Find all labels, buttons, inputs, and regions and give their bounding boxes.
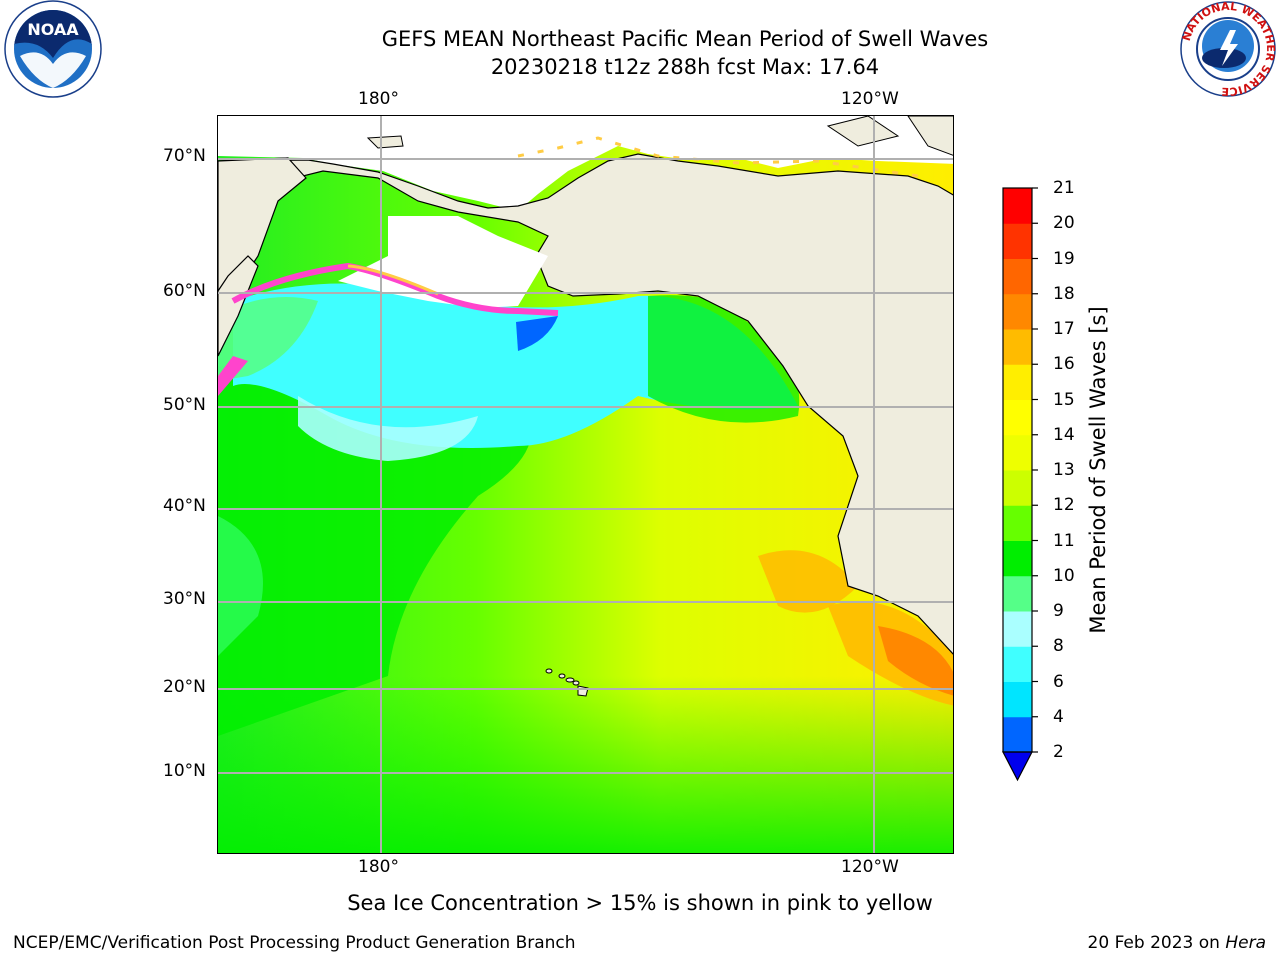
colorbar-segment <box>1003 716 1032 753</box>
colorbar-tick-label: 14 <box>1053 424 1075 445</box>
lat-label-60n: 60°N <box>163 281 206 301</box>
colorbar-tick-label: 21 <box>1053 178 1075 198</box>
map-plot <box>218 116 953 853</box>
noaa-logo: NOAA <box>4 0 102 98</box>
colorbar-under-arrow <box>1002 751 1033 782</box>
colorbar-tick-label: 19 <box>1053 248 1075 269</box>
ocean-south-band <box>218 676 953 853</box>
noaa-logo-text: NOAA <box>27 20 79 39</box>
top-lon-label-120w: 120°W <box>841 89 899 109</box>
sea-ice-kamchatka <box>218 356 248 396</box>
colorbar-tick-label: 18 <box>1053 283 1075 304</box>
lat-label-50n: 50°N <box>163 395 206 415</box>
land-arctic-island-1 <box>826 116 900 147</box>
colorbar-segment <box>1003 681 1032 718</box>
hawaii-islands <box>545 668 589 697</box>
colorbar-tick-label: 9 <box>1053 601 1064 621</box>
sea-ice-arctic-coast <box>517 136 919 178</box>
colorbar-tick-label: 4 <box>1053 706 1064 727</box>
land-north-america <box>218 153 953 655</box>
colorbar-segment <box>1003 223 1032 259</box>
credit-date-host: 20 Feb 2023 on Hera <box>1088 933 1266 953</box>
colorbar-tick-label: 20 <box>1053 213 1075 234</box>
swell-zone-green-west <box>218 366 532 736</box>
colorbar-segment <box>1003 505 1032 541</box>
lat-label-40n: 40°N <box>163 496 206 516</box>
graticule <box>218 116 953 853</box>
credit-host: Hera <box>1225 933 1266 953</box>
swell-zone-green-gulf <box>648 295 800 423</box>
land-arctic-island-2 <box>907 116 953 156</box>
colorbar-tick-label: 11 <box>1053 530 1075 551</box>
colorbar-label: Mean Period of Swell Waves [s] <box>1086 306 1110 634</box>
sea-ice-caption: Sea Ice Concentration > 15% is shown in … <box>347 891 933 915</box>
colorbar-tick-label: 6 <box>1053 671 1064 692</box>
colorbar-segment <box>1003 293 1032 330</box>
top-lon-label-180: 180° <box>358 89 399 109</box>
land-mask-bering <box>338 216 548 308</box>
bottom-lon-label-120w: 120°W <box>841 857 899 877</box>
colorbar-tick-label: 2 <box>1053 742 1064 762</box>
colorbar-segment <box>1003 258 1032 295</box>
nws-logo: NATIONAL WEATHER SERVICE <box>1180 0 1277 98</box>
colorbar-tick-label: 13 <box>1053 460 1075 480</box>
colorbar-segment <box>1003 329 1032 365</box>
colorbar-tick-label: 16 <box>1053 354 1075 375</box>
colorbar <box>1002 187 1038 782</box>
credit-on: on <box>1198 933 1220 953</box>
swell-zone-deep-orange <box>878 626 953 696</box>
bottom-lon-label-180: 180° <box>358 857 399 877</box>
colorbar-segment <box>1003 470 1032 506</box>
colorbar-segment <box>1003 364 1032 400</box>
lat-label-10n: 10°N <box>163 761 206 781</box>
lat-label-70n: 70°N <box>163 146 206 166</box>
swell-zone-lightgreen-west <box>218 516 263 656</box>
map-frame <box>217 115 954 854</box>
colorbar-segment <box>1003 540 1032 577</box>
swell-zone-orange-1 <box>758 550 858 613</box>
colorbar-segment <box>1003 188 1032 224</box>
colorbar-tick-label: 10 <box>1053 565 1075 586</box>
colorbar-tick-label: 12 <box>1053 495 1075 516</box>
colorbar-segment <box>1003 434 1032 471</box>
credit-date: 20 Feb 2023 <box>1087 933 1194 953</box>
colorbar-tick-label: 8 <box>1053 636 1064 657</box>
land-kamchatka <box>218 255 259 357</box>
chart-subtitle: 20230218 t12z 288h fcst Max: 17.64 <box>490 55 880 79</box>
colorbar-tick-label: 15 <box>1053 389 1075 410</box>
credit-branch: NCEP/EMC/Verification Post Processing Pr… <box>13 933 576 953</box>
swell-zone-blue-bay <box>516 316 558 351</box>
colorbar-segment <box>1003 611 1032 647</box>
sea-ice-edge-yellow <box>347 264 439 296</box>
colorbar-segment <box>1003 646 1032 682</box>
colorbar-tick-label: 17 <box>1053 319 1075 339</box>
land-wrangel-island <box>366 135 404 149</box>
colorbar-segment <box>1003 575 1032 612</box>
swell-zone-paleblue <box>298 396 478 461</box>
colorbar-segment <box>1003 399 1032 436</box>
lat-label-30n: 30°N <box>163 589 206 609</box>
lat-label-20n: 20°N <box>163 677 206 697</box>
chart-title: GEFS MEAN Northeast Pacific Mean Period … <box>381 27 989 51</box>
